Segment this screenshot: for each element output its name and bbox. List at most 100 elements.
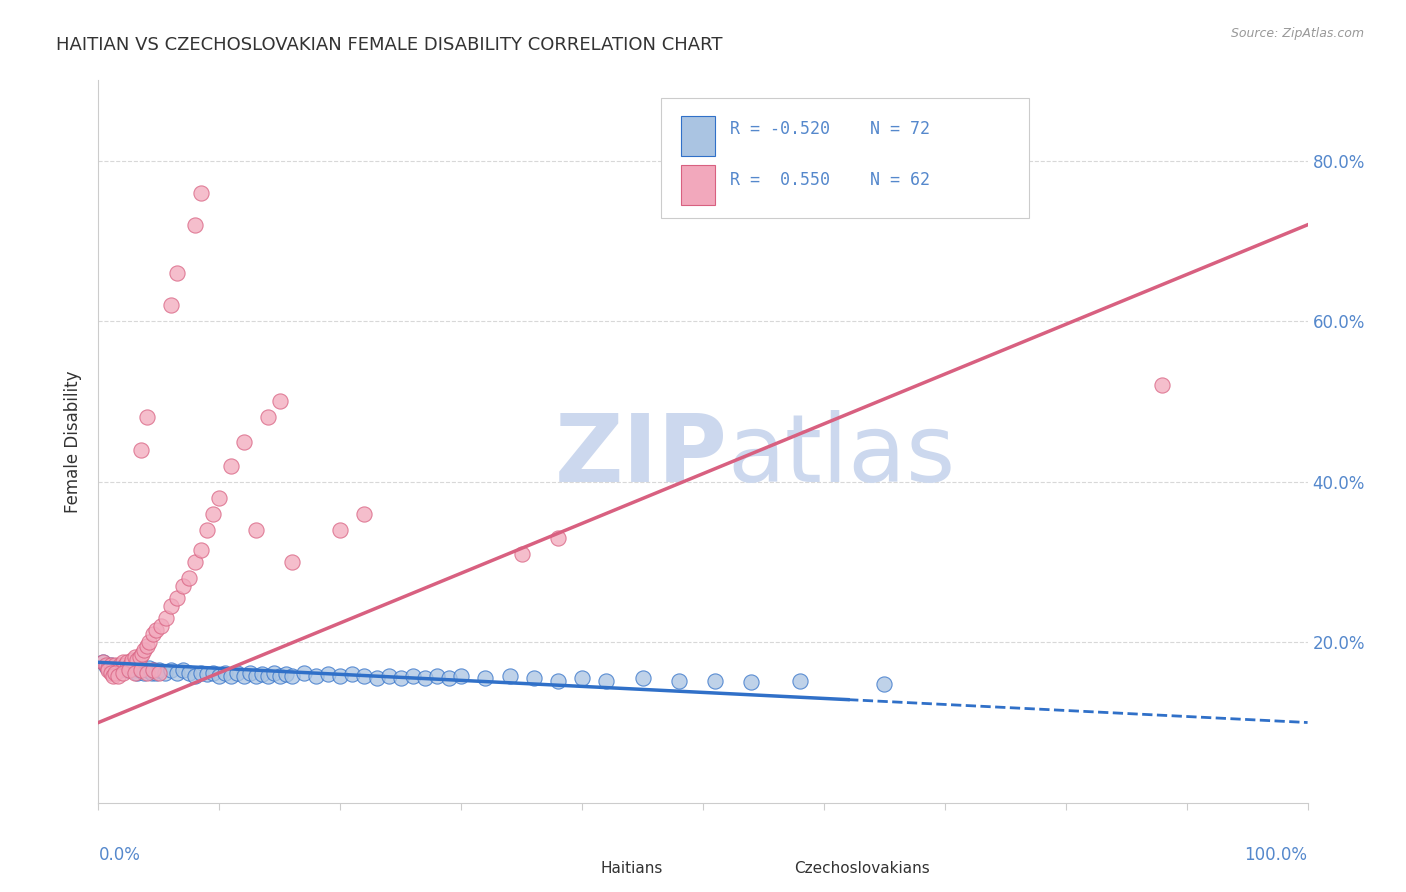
Point bbox=[789, 673, 811, 688]
Point bbox=[160, 298, 183, 312]
Point bbox=[97, 661, 120, 675]
Point bbox=[1152, 378, 1174, 392]
Point bbox=[124, 649, 146, 664]
Point bbox=[128, 664, 150, 678]
Point bbox=[107, 661, 129, 675]
Point bbox=[377, 669, 399, 683]
Point bbox=[118, 659, 141, 673]
Point bbox=[142, 627, 165, 641]
Point bbox=[631, 671, 654, 685]
Point bbox=[413, 671, 436, 685]
Point bbox=[104, 657, 127, 672]
Point bbox=[740, 675, 762, 690]
Text: Haitians: Haitians bbox=[600, 861, 662, 876]
Point bbox=[128, 649, 150, 664]
Point bbox=[160, 599, 183, 614]
Point bbox=[190, 665, 212, 680]
Point bbox=[704, 673, 727, 688]
Point bbox=[153, 665, 176, 680]
Point bbox=[100, 657, 122, 672]
Point bbox=[305, 669, 328, 683]
Point bbox=[184, 555, 207, 569]
Point bbox=[141, 665, 163, 680]
Point bbox=[329, 523, 352, 537]
Point bbox=[143, 664, 166, 678]
Point bbox=[114, 661, 136, 675]
Point bbox=[202, 507, 225, 521]
Point bbox=[221, 669, 243, 683]
Point bbox=[142, 664, 165, 678]
Point bbox=[107, 661, 129, 675]
Point bbox=[121, 653, 143, 667]
Point bbox=[239, 665, 262, 680]
Point bbox=[118, 657, 141, 672]
Point bbox=[256, 669, 278, 683]
Point bbox=[281, 555, 304, 569]
Point bbox=[172, 664, 194, 678]
Point bbox=[101, 661, 124, 675]
Point bbox=[127, 653, 149, 667]
Point bbox=[232, 669, 254, 683]
Text: Czechoslovakians: Czechoslovakians bbox=[794, 861, 929, 876]
Point bbox=[100, 657, 122, 672]
Point bbox=[166, 665, 188, 680]
Point bbox=[668, 673, 690, 688]
Point bbox=[547, 531, 569, 545]
Point bbox=[108, 657, 131, 672]
Point bbox=[101, 664, 124, 678]
Point bbox=[129, 442, 152, 457]
Point bbox=[104, 665, 127, 680]
Point bbox=[547, 673, 569, 688]
Point bbox=[426, 669, 449, 683]
Point bbox=[135, 665, 157, 680]
Point bbox=[202, 665, 225, 680]
Point bbox=[166, 591, 188, 605]
Point bbox=[221, 458, 243, 473]
Point bbox=[179, 665, 201, 680]
Point bbox=[100, 665, 122, 680]
Point bbox=[135, 639, 157, 653]
Point bbox=[184, 218, 207, 232]
Point bbox=[274, 667, 297, 681]
Point bbox=[179, 571, 201, 585]
Text: 100.0%: 100.0% bbox=[1244, 847, 1308, 864]
Point bbox=[114, 657, 136, 672]
Point bbox=[138, 635, 160, 649]
Point bbox=[104, 659, 127, 673]
Text: Source: ZipAtlas.com: Source: ZipAtlas.com bbox=[1230, 27, 1364, 40]
FancyBboxPatch shape bbox=[661, 98, 1029, 218]
Point bbox=[91, 655, 114, 669]
Text: ZIP: ZIP bbox=[554, 410, 727, 502]
Point bbox=[250, 667, 273, 681]
Point bbox=[124, 664, 146, 678]
Point bbox=[111, 665, 134, 680]
Point bbox=[474, 671, 496, 685]
Point bbox=[208, 491, 231, 505]
Point bbox=[148, 664, 170, 678]
Point bbox=[124, 665, 146, 680]
Point bbox=[342, 667, 364, 681]
Point bbox=[111, 659, 134, 673]
Point bbox=[135, 664, 157, 678]
Point bbox=[523, 671, 546, 685]
Point bbox=[184, 669, 207, 683]
Point bbox=[263, 665, 285, 680]
Point bbox=[498, 669, 520, 683]
Point bbox=[145, 665, 167, 680]
Point bbox=[281, 669, 304, 683]
Point bbox=[97, 661, 120, 675]
Point bbox=[232, 434, 254, 449]
Point bbox=[437, 671, 460, 685]
Point bbox=[111, 655, 134, 669]
FancyBboxPatch shape bbox=[751, 850, 782, 879]
Point bbox=[195, 523, 218, 537]
Point bbox=[402, 669, 425, 683]
Y-axis label: Female Disability: Female Disability bbox=[65, 370, 83, 513]
Point bbox=[148, 665, 170, 680]
Point bbox=[873, 677, 896, 691]
Point bbox=[108, 664, 131, 678]
Point bbox=[353, 669, 375, 683]
Point bbox=[316, 667, 339, 681]
Point bbox=[366, 671, 388, 685]
Point bbox=[138, 661, 160, 675]
